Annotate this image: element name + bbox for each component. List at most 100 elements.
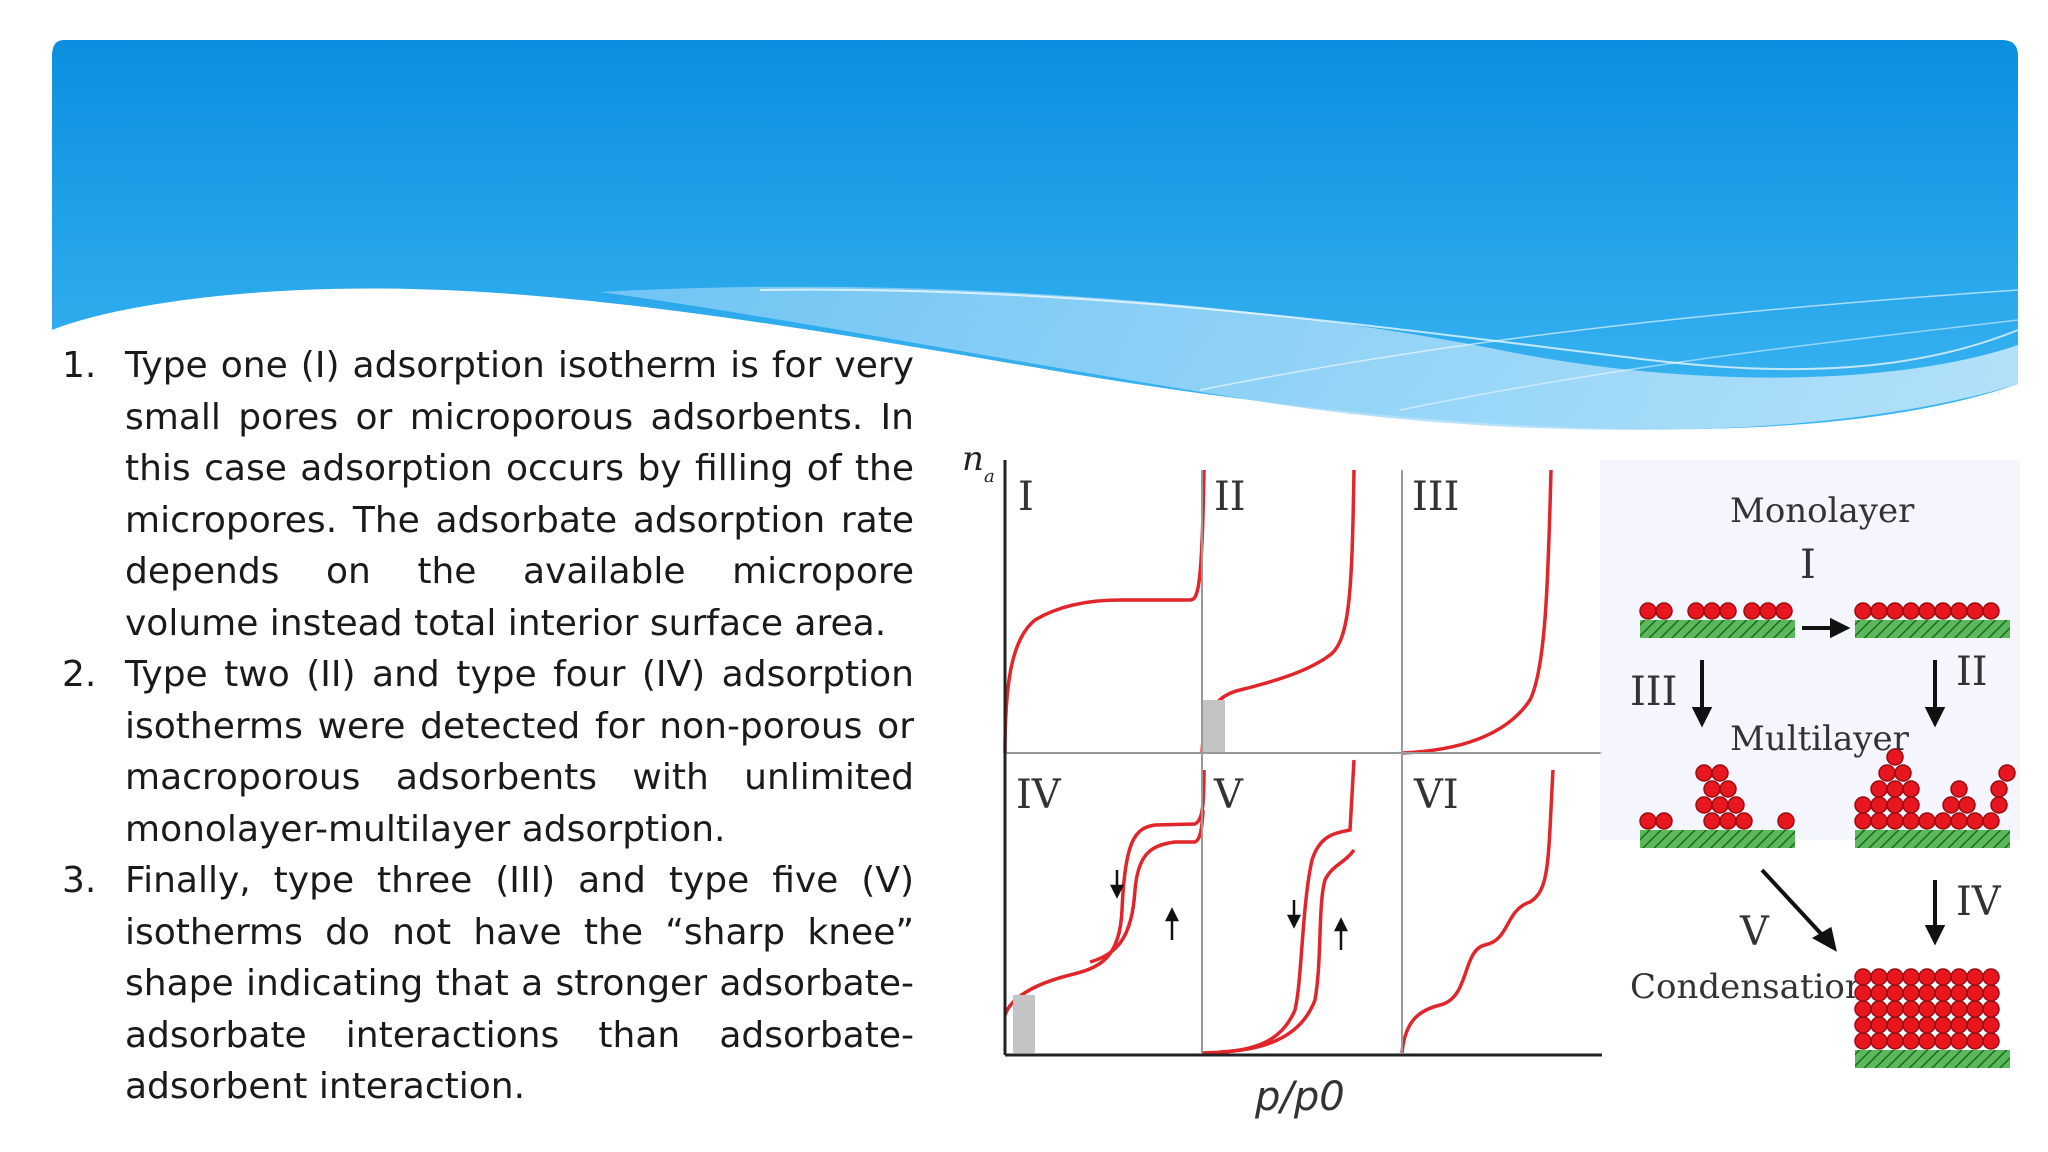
multilayer-label: Multilayer [1730, 719, 1910, 759]
adsorbate-sphere [1990, 780, 2008, 798]
arrow-label-ii: II [1956, 649, 1988, 695]
adsorbate-sphere [1777, 812, 1795, 830]
item-text: Type two (II) and type four (IV) adsorpt… [125, 654, 914, 850]
arrow-label-v: V [1739, 909, 1770, 955]
isotherm-curve-i [1003, 469, 1206, 754]
adsorbate-sphere [1854, 602, 1872, 620]
adsorbate-sphere [1918, 1032, 1936, 1050]
list-item: 1. Type one (I) adsorption isotherm is f… [62, 340, 914, 649]
adsorbate-molecules [1639, 602, 2016, 1050]
adsorbate-sphere [1934, 1032, 1952, 1050]
arrow-label-iii: III [1630, 669, 1677, 715]
adsorbate-sphere [1950, 1000, 1968, 1018]
adsorbate-sphere [1703, 780, 1721, 798]
adsorbate-sphere [1759, 602, 1777, 620]
adsorbate-sphere [1886, 1000, 1904, 1018]
adsorbate-sphere [1934, 602, 1952, 620]
adsorbate-sphere [1719, 602, 1737, 620]
adsorbate-sphere [1982, 1000, 2000, 1018]
adsorbate-sphere [1982, 984, 2000, 1002]
monolayer-shading-iv [1013, 995, 1035, 1053]
adsorbate-sphere [1687, 602, 1705, 620]
banner-wave-line-2 [1199, 289, 2019, 391]
adsorbate-sphere [1711, 796, 1729, 814]
monolayer-label: Monolayer [1730, 491, 1915, 531]
adsorbate-sphere [1966, 984, 1984, 1002]
adsorbate-sphere [1854, 796, 1872, 814]
adsorbate-sphere [1966, 602, 1984, 620]
adsorbate-sphere [1878, 764, 1896, 782]
adsorbate-sphere [1695, 796, 1713, 814]
banner-wave-light [600, 286, 2018, 430]
adsorbate-sphere [1982, 812, 2000, 830]
adsorbate-sphere [1870, 812, 1888, 830]
diagram-background [1600, 460, 2020, 840]
adsorbate-sphere [1775, 602, 1793, 620]
adsorbate-sphere [1918, 812, 1936, 830]
adsorbate-sphere [1854, 968, 1872, 986]
adsorbate-sphere [1958, 796, 1976, 814]
adsorbate-sphere [1902, 812, 1920, 830]
adsorbate-sphere [1894, 764, 1912, 782]
item-text: Finally, type three (III) and type five … [125, 860, 914, 1107]
isotherm-curve-v-desorption [1219, 848, 1356, 1054]
item-number: 1. [62, 345, 97, 386]
arrowhead [1164, 907, 1180, 922]
adsorbate-sphere [1719, 780, 1737, 798]
panel-label-vi: VI [1413, 772, 1459, 818]
isotherm-curve-iv [1003, 769, 1206, 1016]
adsorbate-sphere [1982, 968, 2000, 986]
adsorbate-sphere [1695, 764, 1713, 782]
list-item: 2. Type two (II) and type four (IV) adso… [62, 649, 914, 855]
adsorbate-sphere [1918, 984, 1936, 1002]
adsorbate-sphere [1934, 1016, 1952, 1034]
adsorbate-sphere [1902, 1032, 1920, 1050]
adsorbate-sphere [1886, 602, 1904, 620]
adsorbate-sphere [1982, 1016, 2000, 1034]
arrowhead [1286, 914, 1302, 929]
adsorbate-sphere [1719, 812, 1737, 830]
panel-label-ii: II [1214, 474, 1246, 520]
adsorbate-sphere [1703, 602, 1721, 620]
adsorbate-sphere [1934, 1000, 1952, 1018]
adsorbate-sphere [1950, 812, 1968, 830]
adsorbate-sphere [1886, 812, 1904, 830]
arrow-label-iv: IV [1956, 879, 2002, 925]
adsorbate-sphere [1886, 748, 1904, 766]
adsorbate-sphere [1870, 780, 1888, 798]
monolayer-shading-ii [1203, 700, 1225, 753]
isotherm-curve-vi [1400, 769, 1555, 1054]
arrowhead [1109, 884, 1125, 899]
adsorbate-sphere [1950, 780, 1968, 798]
adsorbate-sphere [1703, 812, 1721, 830]
adsorbate-sphere [1655, 602, 1673, 620]
adsorbate-sphere [1902, 1000, 1920, 1018]
adsorbate-sphere [1886, 1016, 1904, 1034]
adsorbate-sphere [1854, 1016, 1872, 1034]
panel-label-iv: IV [1016, 772, 1062, 818]
adsorbate-sphere [1870, 602, 1888, 620]
adsorbate-sphere [1918, 602, 1936, 620]
adsorbate-sphere [1934, 968, 1952, 986]
arrowhead [1830, 617, 1851, 639]
adsorbate-sphere [1966, 1000, 1984, 1018]
adsorbate-sphere [1934, 812, 1952, 830]
item-number: 2. [62, 654, 97, 695]
adsorbate-sphere [1966, 812, 1984, 830]
adsorbate-sphere [1727, 796, 1745, 814]
surface-monolayer-full [1855, 620, 2010, 638]
arrowhead [1333, 917, 1349, 932]
isotherm-curve-v [1201, 759, 1356, 1055]
adsorbate-sphere [1639, 602, 1657, 620]
adsorbate-sphere [1950, 1016, 1968, 1034]
adsorbate-sphere [1902, 1016, 1920, 1034]
panel-label-i: I [1018, 474, 1034, 520]
adsorbate-sphere [1902, 780, 1920, 798]
transition-arrow-v [1760, 868, 1827, 940]
adsorbate-sphere [1902, 968, 1920, 986]
header-banner [52, 40, 2019, 430]
arrowhead [1811, 926, 1837, 952]
adsorbate-sphere [1918, 1000, 1936, 1018]
y-axis-subscript: a [984, 466, 995, 487]
adsorbate-sphere [1982, 602, 2000, 620]
